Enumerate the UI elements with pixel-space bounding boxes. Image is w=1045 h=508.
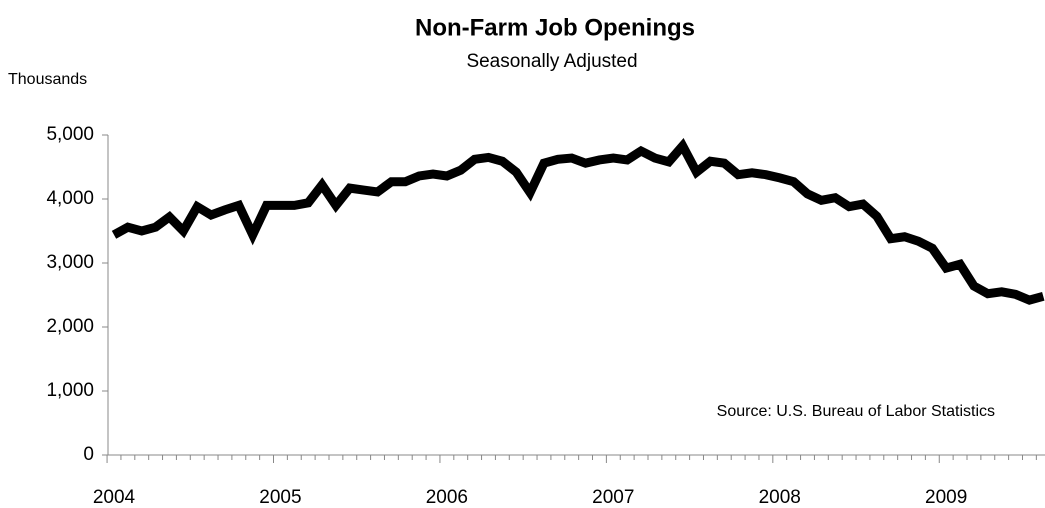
x-tick-label: 2008 bbox=[759, 487, 801, 508]
y-tick-label: 4,000 bbox=[46, 188, 94, 209]
source-note: Source: U.S. Bureau of Labor Statistics bbox=[717, 403, 995, 420]
x-tick-label: 2009 bbox=[925, 487, 967, 508]
chart-subtitle: Seasonally Adjusted bbox=[466, 51, 637, 72]
x-tick-label: 2004 bbox=[93, 487, 136, 508]
y-tick-label: 2,000 bbox=[46, 316, 94, 337]
x-tick-label: 2006 bbox=[426, 487, 468, 508]
y-tick-label: 3,000 bbox=[46, 252, 94, 273]
y-tick-label: 1,000 bbox=[46, 380, 94, 401]
data-line bbox=[111, 137, 1045, 305]
y-axis-label: Thousands bbox=[8, 71, 87, 88]
y-tick-label: 0 bbox=[83, 444, 94, 465]
y-tick-label: 5,000 bbox=[46, 124, 94, 145]
chart-title: Non-Farm Job Openings bbox=[415, 14, 695, 41]
x-tick-label: 2005 bbox=[259, 487, 301, 508]
x-tick-label: 2007 bbox=[592, 487, 634, 508]
